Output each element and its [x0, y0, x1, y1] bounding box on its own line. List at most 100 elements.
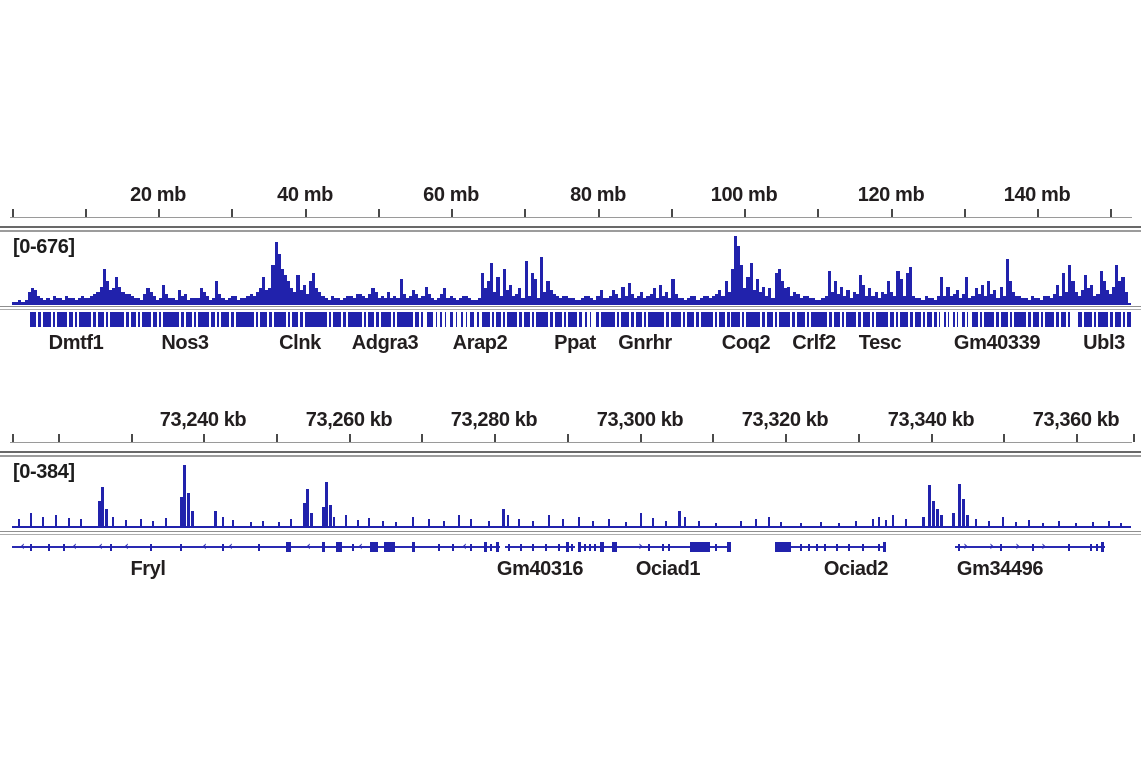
- coverage-bar: [990, 294, 994, 304]
- coverage-bar: [362, 296, 366, 304]
- coverage-bar: [443, 288, 447, 304]
- coverage-bar: [783, 288, 787, 304]
- coverage-bar: [578, 517, 580, 527]
- gene-band-segment: [687, 312, 694, 327]
- gene-band-segment: [450, 312, 453, 327]
- ruler-tick-label: 60 mb: [423, 184, 479, 206]
- coverage-bar: [533, 278, 537, 304]
- coverage-bar: [721, 296, 725, 304]
- coverage-bar: [730, 269, 734, 304]
- coverage-bar: [124, 294, 128, 304]
- coverage-bar: [80, 296, 84, 304]
- gene-band-segment: [492, 312, 494, 327]
- strand-arrow-icon: ‹: [201, 539, 209, 553]
- coverage-bar: [183, 465, 186, 527]
- top-signal-track[interactable]: [0-676]: [0, 232, 1141, 305]
- ruler-tick: [494, 434, 496, 442]
- coverage-bar: [502, 269, 506, 304]
- coverage-bar: [180, 497, 183, 527]
- coverage-bar: [299, 290, 303, 304]
- coverage-bar: [162, 284, 166, 304]
- coverage-bar: [892, 515, 894, 527]
- coverage-bar: [684, 517, 686, 527]
- coverage-bar: [371, 288, 375, 304]
- coverage-bar: [262, 276, 266, 304]
- coverage-bar: [1015, 522, 1017, 527]
- coverage-bar: [958, 298, 962, 304]
- ruler-tick-label: 73,240 kb: [159, 409, 247, 431]
- coverage-bar: [346, 296, 350, 304]
- gene-band-segment: [636, 312, 642, 327]
- coverage-bar: [1008, 280, 1012, 304]
- coverage-bar: [205, 296, 209, 304]
- ruler-tick-label: 73,320 kb: [741, 409, 829, 431]
- coverage-bar: [271, 265, 275, 304]
- coverage-bar: [303, 503, 306, 527]
- gene-band-segment: [194, 312, 196, 327]
- coverage-bar: [58, 298, 62, 304]
- coverage-bar: [930, 298, 934, 304]
- coverage-bar: [368, 518, 370, 527]
- gene-band-segment: [43, 312, 51, 327]
- coverage-bar: [258, 288, 262, 304]
- coverage-bar: [646, 296, 650, 304]
- coverage-bar: [958, 484, 961, 527]
- coverage-bar: [1108, 294, 1112, 304]
- coverage-bar: [98, 501, 101, 527]
- exon-block: [222, 543, 224, 551]
- coverage-bar: [345, 515, 347, 527]
- coverage-bar: [999, 286, 1003, 304]
- ruler-tick-label: 80 mb: [570, 184, 626, 206]
- coverage-bar: [558, 298, 562, 304]
- gene-band-segment: [393, 312, 395, 327]
- exon-block: [1096, 543, 1098, 551]
- gene-band-segment: [329, 312, 331, 327]
- bottom-ruler[interactable]: 73,240 kb 73,260 kb 73,280 kb 73,300 kb 73,3…: [0, 409, 1141, 443]
- gene-band-segment: [555, 312, 562, 327]
- bottom-gene-models[interactable]: ‹ ‹ ‹ ‹ ‹ ‹ ‹ ‹ ‹ › › › › ›: [0, 538, 1141, 556]
- gene-name-label: Ubl3: [1083, 332, 1125, 354]
- top-gene-band[interactable]: [0, 312, 1141, 327]
- coverage-bar: [996, 298, 1000, 304]
- exon-block: [816, 543, 818, 551]
- bottom-signal-track[interactable]: [0-384]: [0, 457, 1141, 528]
- coverage-bar: [240, 298, 244, 304]
- gene-band-segment: [696, 312, 699, 327]
- gene-band-segment: [231, 312, 234, 327]
- coverage-bar: [1046, 296, 1050, 304]
- coverage-bar: [1055, 284, 1059, 304]
- exon-block: [336, 542, 342, 552]
- gene-band-segment: [746, 312, 760, 327]
- coverage-bar: [937, 296, 941, 304]
- coverage-bar: [1093, 296, 1097, 304]
- strand-arrow-icon: ›: [1040, 539, 1048, 553]
- coverage-bar: [458, 515, 460, 527]
- coverage-bar: [293, 292, 297, 304]
- gene-band-segment: [972, 312, 978, 327]
- exon-block: [496, 542, 499, 552]
- coverage-bar: [512, 296, 516, 304]
- coverage-bar: [1074, 292, 1078, 304]
- coverage-bar: [1021, 298, 1025, 304]
- exon-block: [808, 543, 810, 551]
- coverage-bar: [507, 515, 509, 527]
- top-ruler[interactable]: 20 mb 40 mb 60 mb 80 mb 100 mb 120 mb 140 mb: [0, 184, 1141, 218]
- exon-block: [490, 543, 492, 551]
- coverage-bar: [987, 280, 991, 304]
- coverage-bar: [77, 298, 81, 304]
- coverage-bar: [402, 294, 406, 304]
- coverage-bar: [252, 296, 256, 304]
- coverage-bar: [915, 298, 919, 304]
- coverage-bar: [324, 298, 328, 304]
- coverage-bar: [174, 300, 178, 304]
- coverage-bar: [543, 292, 547, 304]
- coverage-bar: [518, 288, 522, 304]
- coverage-bar: [962, 294, 966, 304]
- exon-block: [1101, 542, 1104, 552]
- gene-band-segment: [590, 312, 591, 327]
- coverage-bar: [1121, 276, 1125, 304]
- ruler-tick: [1133, 434, 1135, 442]
- coverage-bar: [237, 300, 241, 304]
- coverage-bar: [443, 521, 445, 527]
- coverage-bar: [118, 286, 122, 304]
